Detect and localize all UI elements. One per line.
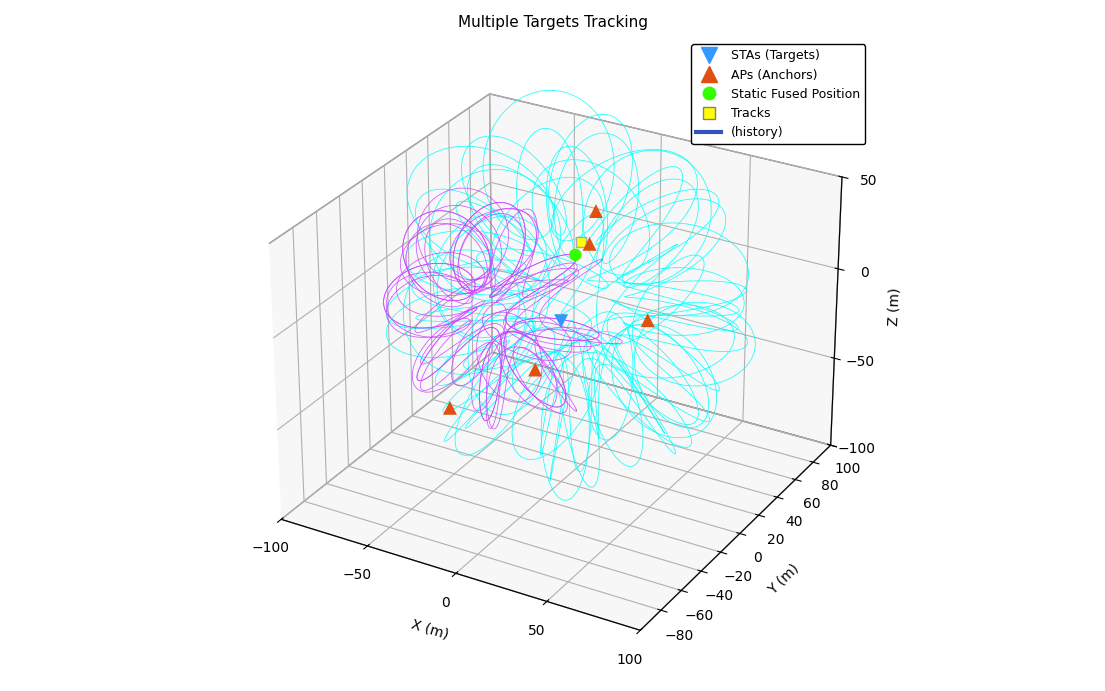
Legend: STAs (Targets), APs (Anchors), Static Fused Position, Tracks, (history): STAs (Targets), APs (Anchors), Static Fu…	[691, 44, 865, 144]
Y-axis label: Y (m): Y (m)	[766, 560, 801, 596]
Title: Multiple Targets Tracking: Multiple Targets Tracking	[457, 15, 648, 30]
X-axis label: X (m): X (m)	[409, 617, 450, 642]
